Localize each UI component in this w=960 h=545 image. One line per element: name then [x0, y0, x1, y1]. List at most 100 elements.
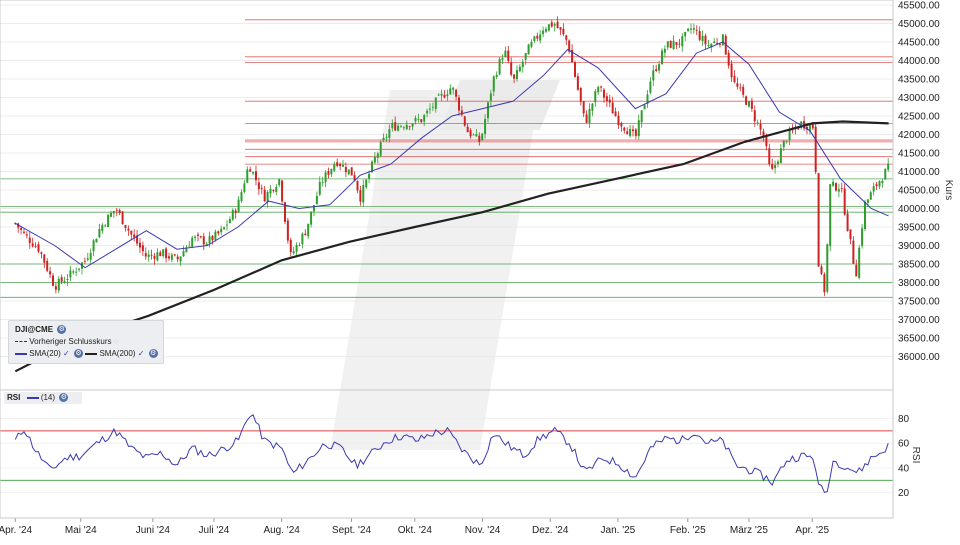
candle-body [533, 36, 536, 41]
candle-body [327, 171, 330, 175]
candle-body [101, 224, 104, 231]
candle-body [875, 184, 878, 186]
dashed-line-swatch [15, 341, 27, 343]
settings-icon[interactable]: ⚙ [59, 393, 69, 403]
candle-body [34, 246, 37, 248]
candle-body [118, 210, 121, 214]
candle-body [92, 240, 95, 252]
candle-body [457, 97, 460, 111]
candle-body [658, 64, 661, 71]
candle-body [263, 189, 266, 202]
candle-body [307, 223, 310, 237]
candle-body [463, 116, 466, 126]
candle-body [95, 238, 98, 243]
candle-body [292, 251, 295, 254]
candle-body [721, 34, 724, 46]
rsi-swatch [26, 396, 39, 399]
candle-body [626, 131, 629, 135]
candle-body [672, 40, 675, 50]
price-tick-label: 36000.00 [898, 352, 940, 363]
candle-body [524, 53, 527, 60]
candle-body [536, 35, 539, 39]
candle-body [681, 36, 684, 47]
watermark-logo [330, 80, 560, 450]
candle-body [832, 181, 835, 186]
price-tick-label: 41500.00 [898, 149, 940, 160]
candle-body [182, 251, 185, 257]
candle-body [133, 234, 136, 238]
candle-body [260, 187, 263, 189]
candle-body [649, 81, 652, 93]
candle-body [521, 61, 524, 68]
candle-body [585, 114, 588, 123]
rsi-gridlines [0, 418, 893, 493]
candle-body [185, 247, 188, 253]
candle-body [718, 43, 721, 45]
candle-body [597, 86, 600, 93]
candle-body [750, 100, 753, 109]
candle-body [713, 41, 716, 44]
candle-body [281, 180, 284, 202]
candle-body [817, 173, 820, 267]
candle-body [179, 256, 182, 262]
check-icon[interactable]: ✓ [63, 349, 70, 358]
candle-body [759, 123, 762, 130]
rsi-axis-title: RSI [910, 447, 921, 464]
candle-body [330, 168, 333, 175]
candle-body [339, 163, 342, 167]
price-tick-label: 36500.00 [898, 334, 940, 345]
time-tick-label: Apr. '25 [795, 525, 829, 536]
info-icon[interactable]: ◌ [113, 337, 119, 346]
candle-body [660, 50, 663, 65]
rsi-tick-label: 20 [898, 488, 910, 499]
candle-body [542, 30, 545, 35]
legend-instrument: DJI@CME ⚙ [15, 324, 67, 336]
candle-body [742, 86, 745, 95]
candle-body [811, 123, 814, 129]
candle-body [582, 101, 585, 114]
candle-body [460, 110, 463, 115]
candle-body [472, 134, 475, 136]
candle-body [768, 148, 771, 165]
candle-body [144, 253, 147, 257]
candle-body [20, 227, 23, 230]
candle-body [576, 76, 579, 90]
candle-body [443, 94, 446, 98]
candle-body [449, 88, 452, 95]
candle-body [376, 153, 379, 158]
support-resistance-lines [0, 19, 893, 298]
candle-body [527, 44, 530, 55]
candle-body [869, 192, 872, 200]
candle-body [620, 123, 623, 127]
candle-body [544, 28, 547, 32]
candle-body [562, 28, 565, 35]
candle-body [669, 40, 672, 48]
price-tick-label: 40000.00 [898, 204, 940, 215]
candle-body [423, 115, 426, 122]
candle-body [797, 127, 800, 130]
candle-body [66, 279, 69, 281]
candle-body [315, 196, 318, 205]
price-tick-label: 39500.00 [898, 223, 940, 234]
candle-body [350, 167, 353, 176]
candle-body [643, 104, 646, 110]
candle-body [805, 126, 808, 130]
candle-body [823, 274, 826, 293]
price-gridlines [0, 4, 893, 357]
candle-body [336, 162, 339, 166]
candle-body [861, 228, 864, 246]
price-tick-label: 40500.00 [898, 186, 940, 197]
candle-body [321, 182, 324, 183]
settings-icon[interactable]: ⚙ [57, 325, 67, 335]
candle-body [266, 192, 269, 202]
check-icon[interactable]: ✓ [137, 349, 145, 358]
settings-icon[interactable]: ⚙ [148, 349, 158, 359]
candle-body [130, 230, 133, 235]
candle-body [753, 110, 756, 122]
candle-body [176, 256, 179, 260]
candle-body [57, 278, 60, 291]
candle-body [539, 34, 542, 41]
settings-icon[interactable]: ⚙ [73, 349, 83, 359]
candle-body [727, 52, 730, 66]
